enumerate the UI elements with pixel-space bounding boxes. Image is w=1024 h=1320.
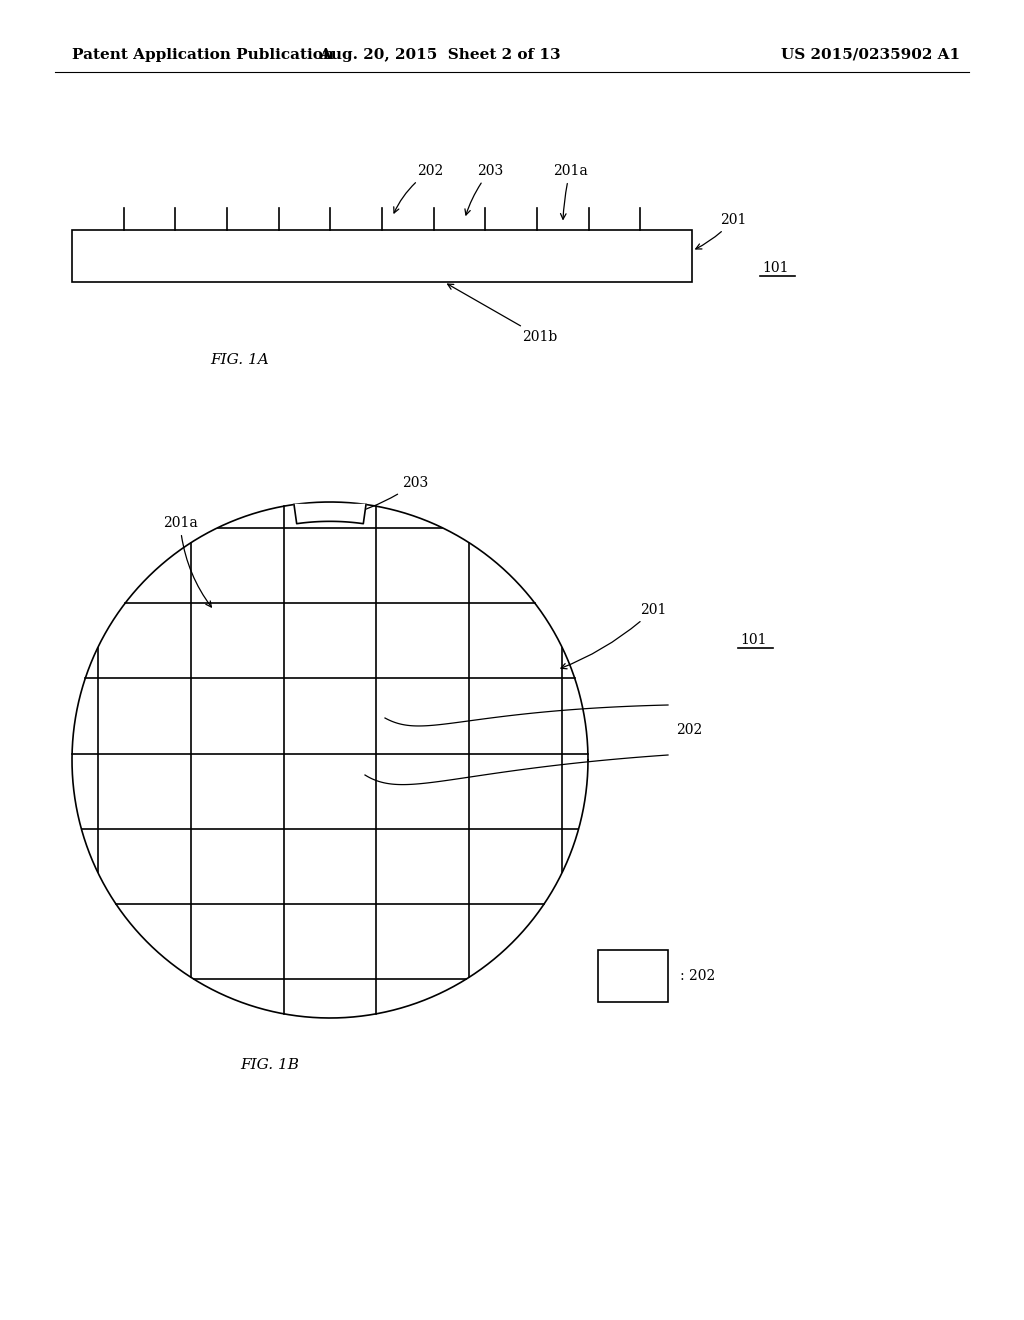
Text: 201a: 201a xyxy=(553,164,588,219)
Text: 201: 201 xyxy=(561,603,667,669)
Text: FIG. 1A: FIG. 1A xyxy=(211,352,269,367)
Text: US 2015/0235902 A1: US 2015/0235902 A1 xyxy=(781,48,961,62)
Text: 203: 203 xyxy=(342,477,428,517)
Text: 201b: 201b xyxy=(447,284,558,345)
Text: 202: 202 xyxy=(394,164,443,213)
Text: : 202: : 202 xyxy=(680,969,715,983)
Text: 201: 201 xyxy=(695,213,746,249)
Bar xyxy=(598,950,668,1002)
Text: 202: 202 xyxy=(676,723,702,737)
Text: 101: 101 xyxy=(740,634,767,647)
Text: 101: 101 xyxy=(762,261,788,275)
Text: 201a: 201a xyxy=(163,516,211,607)
Bar xyxy=(72,230,692,282)
Polygon shape xyxy=(294,504,366,524)
Text: 203: 203 xyxy=(465,164,503,215)
Text: FIG. 1B: FIG. 1B xyxy=(241,1059,299,1072)
Text: Patent Application Publication: Patent Application Publication xyxy=(72,48,334,62)
Text: Aug. 20, 2015  Sheet 2 of 13: Aug. 20, 2015 Sheet 2 of 13 xyxy=(319,48,561,62)
